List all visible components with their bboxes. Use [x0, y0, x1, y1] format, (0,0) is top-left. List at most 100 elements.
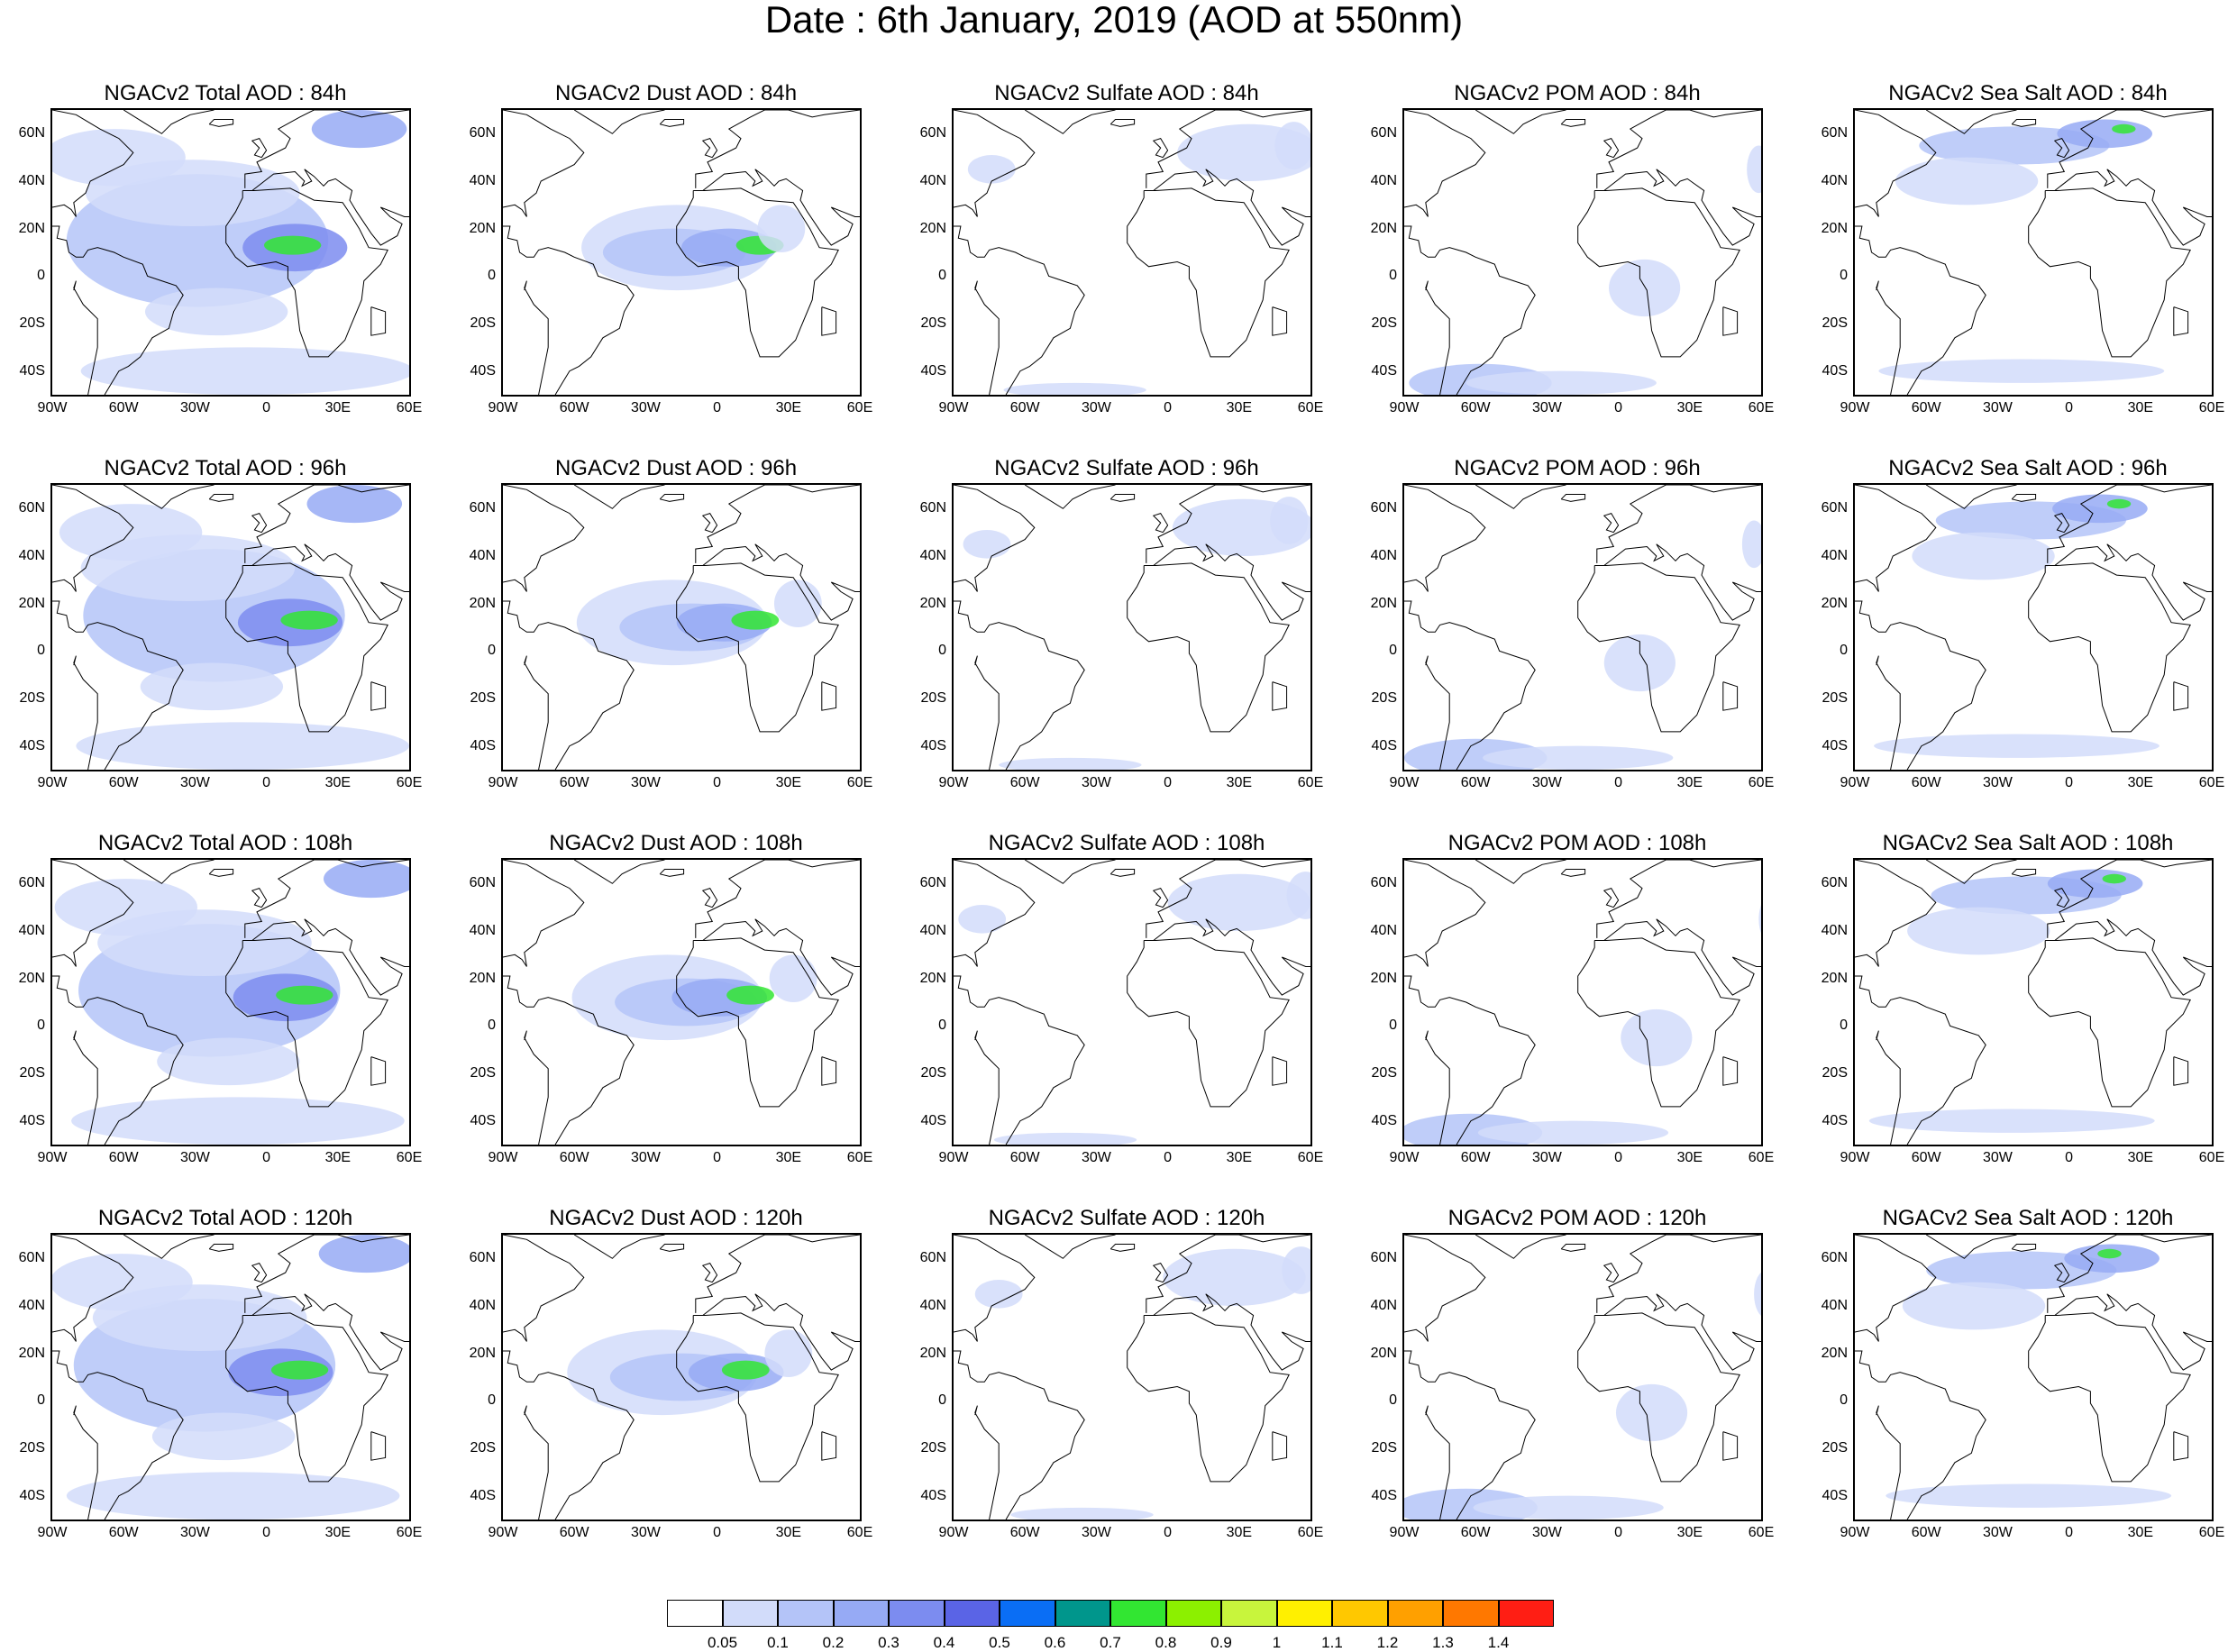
coastline: [974, 1030, 1000, 1145]
panel-title: NGACv2 POM AOD : 96h: [1454, 456, 1701, 480]
map-frame: [501, 1233, 862, 1521]
lat-tick-label: 40S: [19, 737, 45, 753]
coastline: [2011, 119, 2037, 127]
colorbar-label: 0.2: [822, 1634, 845, 1651]
map-panel-seasalt-120h: NGACv2 Sea Salt AOD : 120h 60N 40N 20N 0 20S 4…: [1803, 1206, 2228, 1580]
map-frame: [501, 483, 862, 771]
coastline: [225, 562, 388, 733]
lat-tick-label: 40N: [469, 173, 496, 188]
panel-title: NGACv2 Total AOD : 84h: [104, 81, 347, 105]
lat-tick-label: 20S: [920, 1065, 946, 1081]
lon-tick-label: 60W: [1460, 1150, 1491, 1165]
coastline: [1722, 1431, 1739, 1461]
coastline: [695, 110, 860, 188]
lon-tick-label: 30E: [324, 775, 352, 790]
aod-plume: [52, 129, 186, 187]
coastline: [695, 860, 860, 938]
map-panel-pom-120h: NGACv2 POM AOD : 120h 60N 40N 20N 0 20S 40S 90W…: [1352, 1206, 1803, 1580]
lat-tick-label: 20N: [919, 595, 946, 611]
coastline: [1680, 927, 1761, 996]
aod-plume: [151, 1412, 296, 1461]
lat-tick-label: 60N: [919, 1250, 946, 1266]
aod-plume: [1747, 145, 1761, 194]
lat-tick-label: 0: [938, 1392, 946, 1409]
coastline: [123, 1235, 215, 1259]
coastline: [2173, 1056, 2189, 1086]
coastline: [370, 1056, 387, 1086]
colorbar-swatch: [833, 1600, 889, 1627]
aod-plumes: [958, 872, 1310, 1145]
lat-tick-label: 20N: [1821, 220, 1848, 236]
panel-title: NGACv2 Sulfate AOD : 96h: [994, 456, 1259, 480]
coastline: [2011, 869, 2037, 877]
colorbar-label: 1.1: [1321, 1634, 1343, 1651]
lat-tick-label: 20N: [1821, 1345, 1848, 1361]
seasalt-aod-map: [1855, 1235, 2212, 1520]
lat-tick-label: 40S: [470, 737, 496, 753]
coastline: [2173, 306, 2189, 336]
lon-tick-label: 30W: [1531, 1150, 1562, 1165]
lat-tick-label: 0: [1389, 1392, 1397, 1409]
coastline: [1229, 1302, 1310, 1371]
lat-tick-label: 40N: [919, 548, 946, 563]
lon-tick-label: 0: [1164, 400, 1173, 415]
map-frame: [1402, 1233, 1763, 1521]
coastline: [701, 888, 718, 908]
coastline: [702, 1293, 780, 1316]
aod-plume: [2102, 873, 2126, 884]
lat-tick-label: 60N: [469, 1250, 496, 1266]
map-frame: [1402, 108, 1763, 397]
lon-tick-label: 30W: [1081, 775, 1111, 790]
lon-tick-label: 60E: [846, 1150, 873, 1165]
lon-tick-label: 60E: [1748, 775, 1775, 790]
map-frame: [1402, 858, 1763, 1146]
lon-tick-label: 30W: [630, 775, 661, 790]
coastline: [1475, 485, 1566, 509]
coastline: [52, 225, 184, 395]
aod-plumes: [1409, 145, 1761, 395]
coastline: [1024, 485, 1116, 509]
lon-tick-label: 60E: [396, 400, 423, 415]
lat-tick-label: 40N: [18, 1298, 45, 1313]
coastline: [779, 178, 860, 246]
lat-tick-label: 20N: [919, 970, 946, 986]
lat-tick-label: 20N: [18, 220, 45, 236]
lon-tick-label: 30E: [324, 1150, 352, 1165]
lat-tick-label: 20S: [19, 690, 45, 706]
lon-tick-label: 60W: [1009, 400, 1040, 415]
lon-tick-label: 30E: [1676, 400, 1703, 415]
coastline: [821, 681, 837, 711]
coastline: [1876, 280, 1901, 395]
coastline: [1404, 975, 1536, 1145]
coastline: [2028, 187, 2191, 358]
coastline: [1109, 119, 1136, 127]
lat-tick-label: 40N: [469, 923, 496, 938]
coastline: [52, 600, 184, 770]
coastline: [244, 110, 409, 188]
lon-tick-label: 30W: [1531, 1525, 1562, 1540]
lon-tick-label: 60E: [396, 1150, 423, 1165]
seasalt-aod-map: [1855, 485, 2212, 770]
lat-tick-label: 20S: [470, 690, 496, 706]
lon-tick-label: 60E: [2198, 400, 2225, 415]
lat-tick-label: 20S: [1371, 690, 1397, 706]
coastline: [1925, 110, 2017, 134]
aod-plume: [2057, 119, 2152, 149]
map-frame: [1853, 108, 2214, 397]
coastline: [701, 138, 718, 159]
map-panel-pom-84h: NGACv2 POM AOD : 84h 60N 40N 20N 0 20S 40S 90W 6…: [1352, 81, 1803, 455]
coastline: [1109, 494, 1136, 502]
coastline: [123, 485, 215, 509]
total-aod-map: [52, 860, 409, 1145]
lon-tick-label: 0: [262, 1150, 271, 1165]
coastline: [1152, 888, 1169, 908]
coastline: [2131, 927, 2212, 996]
lat-tick-label: 40N: [18, 173, 45, 188]
aod-plume: [999, 757, 1142, 770]
colorbar-swatch: [1110, 1600, 1166, 1627]
coastline: [1855, 1235, 1937, 1342]
aod-plume: [769, 954, 817, 1002]
lon-tick-label: 90W: [1840, 1150, 1870, 1165]
map-frame: [501, 858, 862, 1146]
colorbar-label: 0.1: [767, 1634, 789, 1651]
